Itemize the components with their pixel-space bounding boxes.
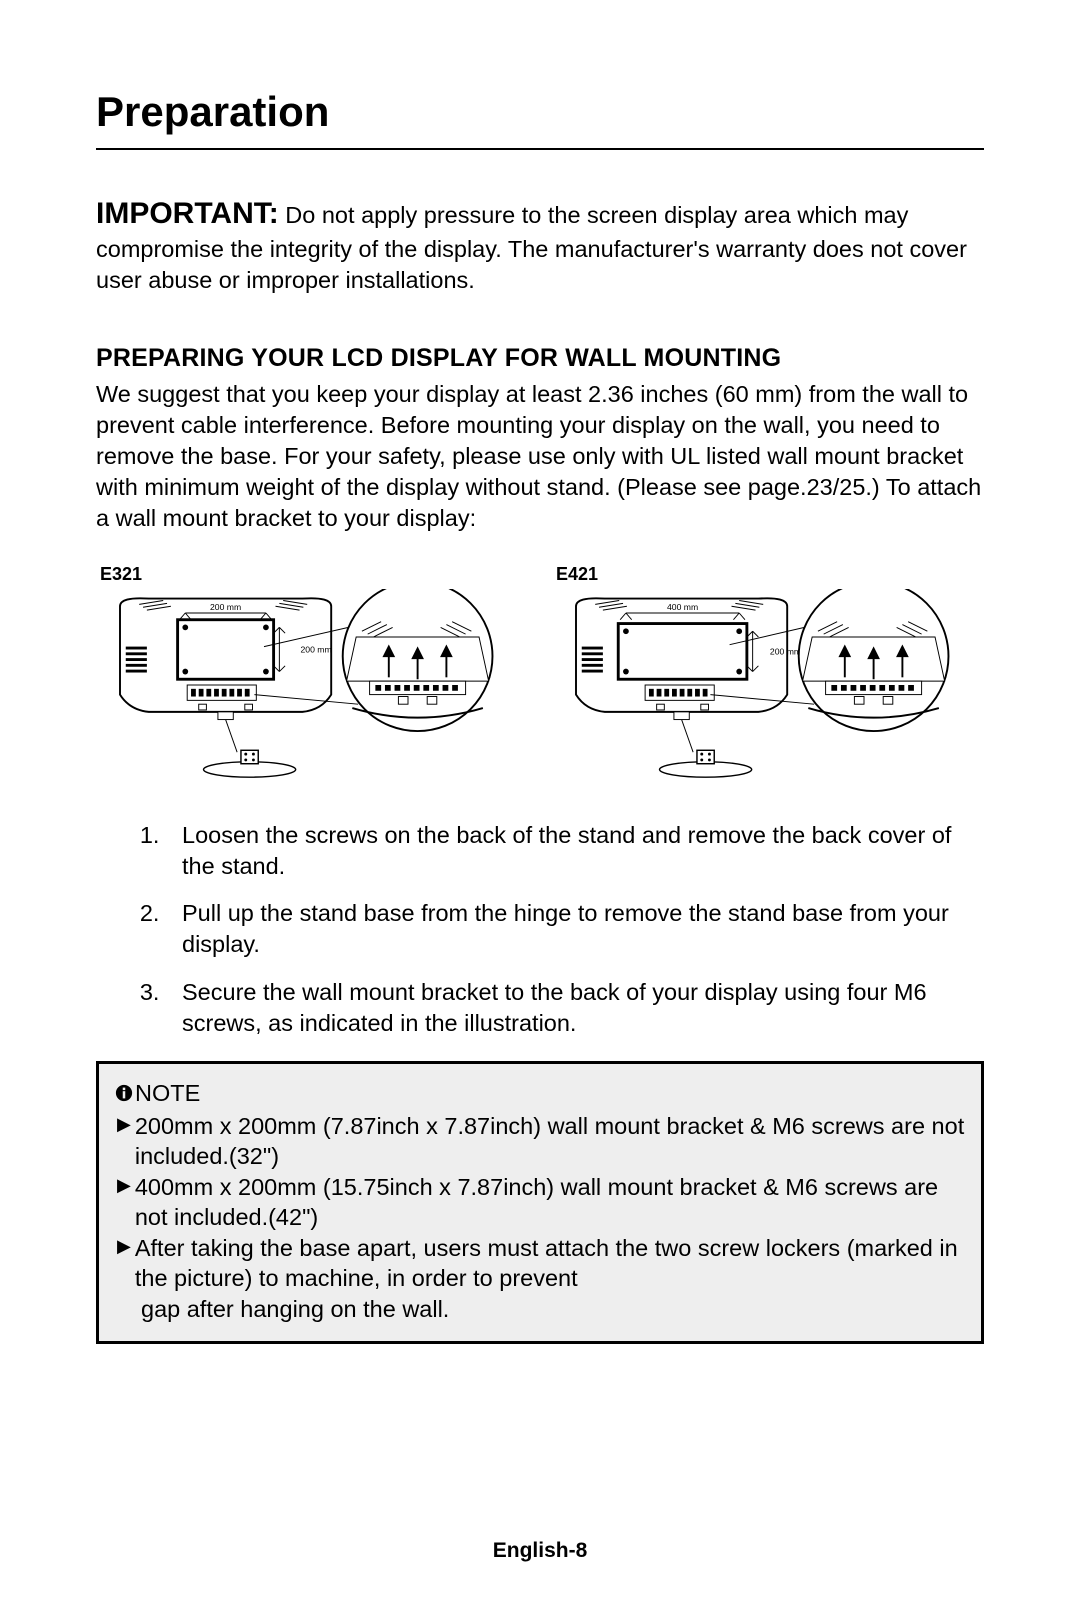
step-3: Secure the wall mount bracket to the bac… [166,977,984,1040]
note-title-row: NOTE [115,1078,965,1109]
title-rule [96,148,984,150]
note-trailing: gap after hanging on the wall. [115,1294,965,1325]
figure-e421: E421 400 mm [552,564,984,786]
bullet-icon: ▶ [117,1113,131,1136]
figure-e321-svg: 200 mm 200 mm [96,589,528,781]
page-footer: English-8 [0,1539,1080,1563]
bullet-icon: ▶ [117,1174,131,1197]
figure-e421-svg: 400 mm 200 mm [552,589,984,781]
dim-v-e321: 200 mm [300,644,331,654]
figure-label-e421: E421 [556,564,984,585]
section-heading: PREPARING YOUR LCD DISPLAY FOR WALL MOUN… [96,344,984,373]
figure-label-e321: E321 [100,564,528,585]
page-title: Preparation [96,88,984,136]
note-item-2: ▶ 400mm x 200mm (15.75inch x 7.87inch) w… [117,1172,965,1233]
figure-e321: E321 200 mm [96,564,528,786]
important-paragraph: IMPORTANT: Do not apply pressure to the … [96,194,984,296]
stand-base-e421 [660,719,752,777]
step-2: Pull up the stand base from the hinge to… [166,898,984,961]
dim-v-e421: 200 mm [770,646,801,656]
important-label: IMPORTANT: [96,197,279,230]
page: Preparation IMPORTANT: Do not apply pres… [0,0,1080,1619]
note-item-1: ▶ 200mm x 200mm (7.87inch x 7.87inch) wa… [117,1111,965,1172]
note-box: NOTE ▶ 200mm x 200mm (7.87inch x 7.87inc… [96,1061,984,1343]
note-item-3: ▶ After taking the base apart, users mus… [117,1233,965,1294]
figures-row: E321 200 mm [96,564,984,786]
section-body: We suggest that you keep your display at… [96,379,984,534]
dim-h-e321: 200 mm [210,602,241,612]
dim-h-e421: 400 mm [667,602,698,612]
info-icon [115,1084,133,1102]
steps-list: Loosen the screws on the back of the sta… [96,820,984,1040]
bullet-icon: ▶ [117,1235,131,1258]
note-title-text: NOTE [135,1078,200,1109]
step-1: Loosen the screws on the back of the sta… [166,820,984,883]
stand-base-e321 [204,719,296,777]
